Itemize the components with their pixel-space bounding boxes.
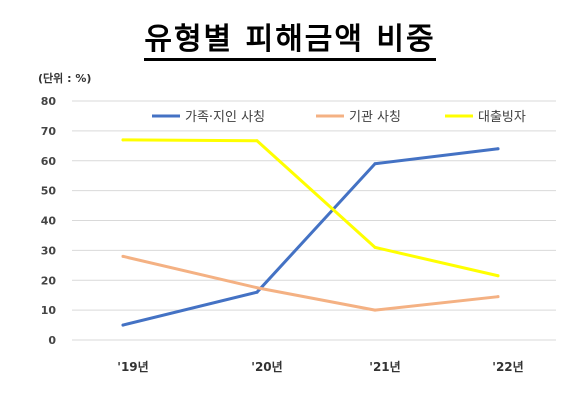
chart-title: 유형별 피해금액 비중 bbox=[0, 14, 580, 61]
series-lines bbox=[121, 138, 500, 327]
data-point bbox=[373, 162, 377, 166]
x-tick-label: '20년 bbox=[251, 360, 282, 374]
legend-label: 기관 사칭 bbox=[349, 110, 401, 125]
gridlines bbox=[72, 100, 556, 341]
x-tick-label: '22년 bbox=[492, 360, 523, 374]
data-point bbox=[255, 286, 259, 290]
data-point bbox=[496, 274, 500, 278]
x-axis-ticks: '19년 '20년 '21년 '22년 bbox=[117, 360, 523, 374]
series-line-3 bbox=[121, 138, 500, 278]
y-axis-ticks: 0 10 20 30 40 50 60 70 80 bbox=[41, 95, 57, 347]
x-tick-label: '21년 bbox=[369, 360, 400, 374]
series-line-2 bbox=[121, 254, 500, 312]
legend-label: 대출빙자 bbox=[478, 110, 526, 125]
y-tick-label: 50 bbox=[41, 185, 57, 198]
y-tick-label: 60 bbox=[41, 155, 57, 168]
data-point bbox=[255, 139, 259, 143]
series-line-1 bbox=[121, 147, 500, 327]
data-point bbox=[373, 245, 377, 249]
unit-label: (단위 : %) bbox=[38, 72, 92, 85]
y-tick-label: 20 bbox=[41, 274, 57, 287]
y-tick-label: 10 bbox=[41, 304, 57, 317]
legend-label: 가족·지인 사칭 bbox=[185, 110, 265, 125]
data-point bbox=[121, 138, 125, 142]
data-point bbox=[496, 147, 500, 151]
y-tick-label: 30 bbox=[41, 244, 57, 257]
x-tick-label: '19년 bbox=[117, 360, 148, 374]
y-tick-label: 0 bbox=[48, 334, 56, 347]
data-point bbox=[373, 308, 377, 312]
legend: 가족·지인 사칭 기관 사칭 대출빙자 bbox=[152, 110, 526, 125]
data-point bbox=[255, 290, 259, 294]
data-point bbox=[496, 295, 500, 299]
data-point bbox=[121, 254, 125, 258]
y-tick-label: 80 bbox=[41, 95, 57, 108]
y-tick-label: 40 bbox=[41, 215, 57, 228]
data-point bbox=[121, 323, 125, 327]
y-tick-label: 70 bbox=[41, 125, 57, 138]
